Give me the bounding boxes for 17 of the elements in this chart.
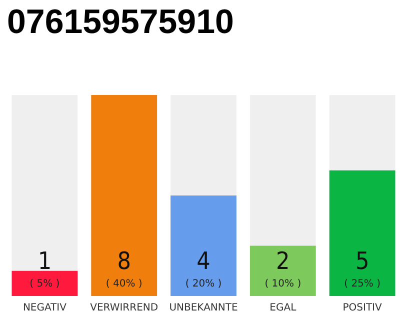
chart-title: 076159575910 [7,3,234,41]
data-label: 4 [196,247,210,275]
x-tick-label: NEGATIV [22,302,67,314]
x-tick-label: EGAL [270,302,297,314]
data-label: 1 [38,247,52,275]
x-tick-label: UNBEKANNTE [169,302,238,314]
data-label: 8 [117,247,131,275]
annotation: ( 25% ) [344,278,381,290]
data-label: 5 [355,247,370,275]
data-label: 2 [276,247,290,275]
bar [12,270,78,296]
annotation: ( 20% ) [185,278,222,290]
annotation: ( 5% ) [30,278,60,290]
x-tick-label: VERWIRREND [90,302,158,314]
annotation: ( 10% ) [264,278,302,290]
x-tick-label: POSITIV [342,302,382,314]
annotation: ( 40% ) [106,278,142,290]
